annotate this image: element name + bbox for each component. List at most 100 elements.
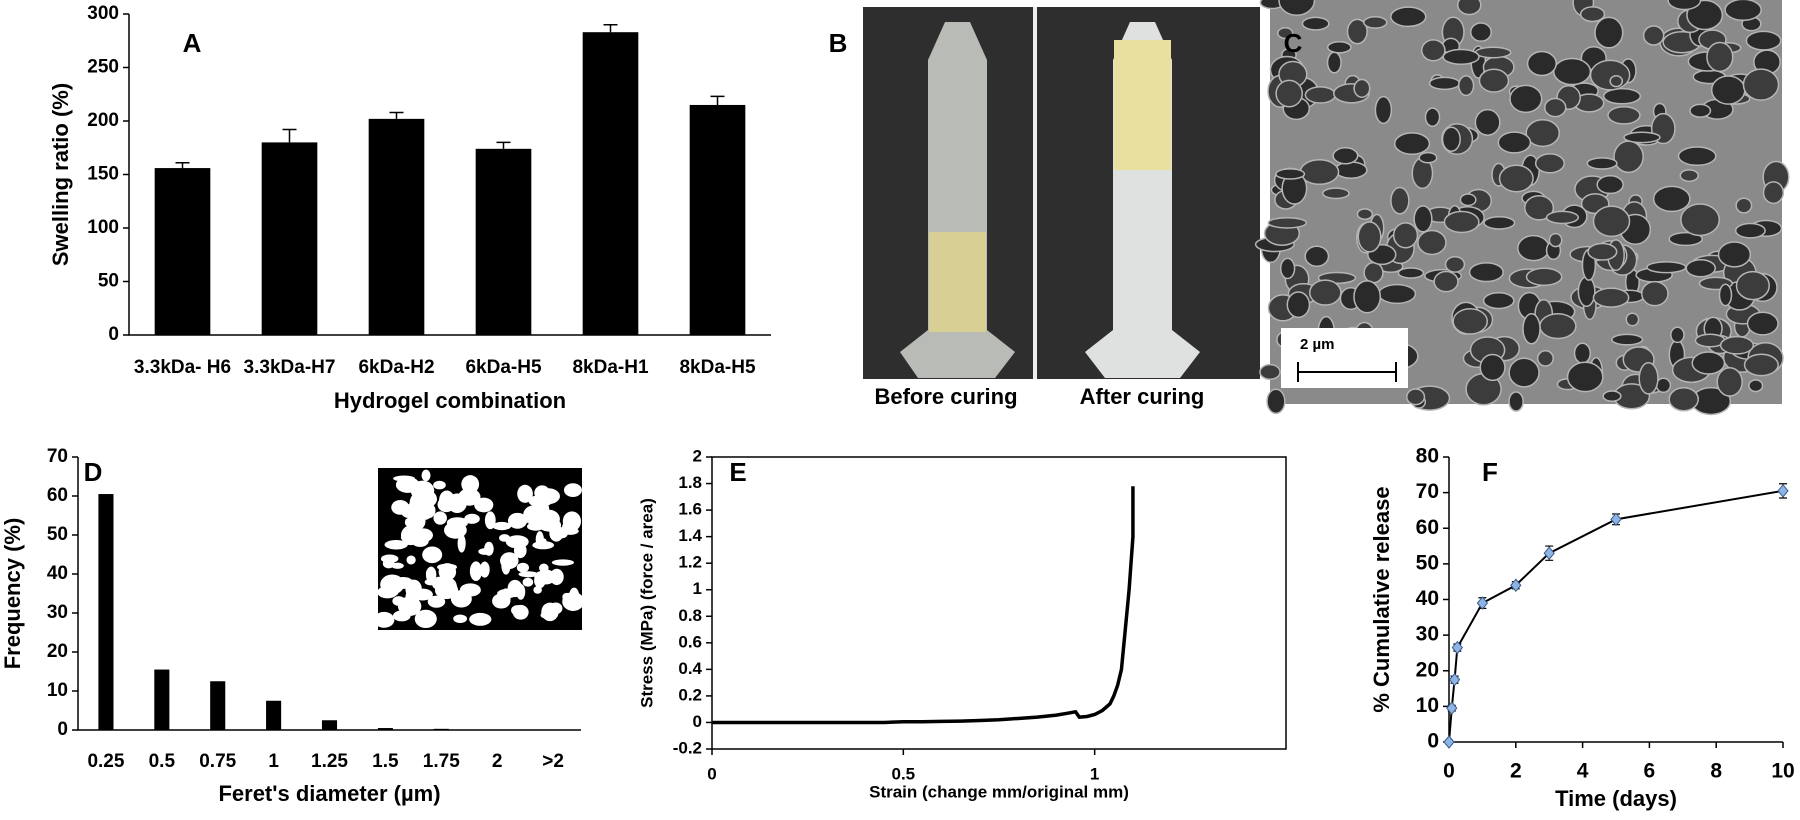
pore [1353, 280, 1382, 314]
particle [439, 490, 455, 510]
particle [373, 611, 395, 628]
pore [1474, 46, 1512, 59]
y-tick-label: 70 [47, 446, 68, 467]
pore [1508, 357, 1540, 388]
pore [1266, 388, 1286, 415]
y-tick-label: 200 [87, 110, 119, 131]
pore [1548, 232, 1563, 248]
pore [1686, 0, 1724, 31]
pore [1308, 279, 1342, 306]
pore [1363, 261, 1384, 284]
marker [1446, 701, 1458, 715]
error-bar [603, 23, 618, 33]
particle [407, 534, 422, 543]
y-tick-label: 0.8 [678, 606, 702, 625]
pore [1299, 158, 1340, 186]
pore [1670, 326, 1685, 344]
y-axis-title: Stress (MPa) (force / area) [637, 498, 656, 708]
y-tick-label: 1.2 [678, 553, 702, 572]
bar [261, 142, 318, 335]
pore [1534, 153, 1565, 174]
y-tick-label: 1.4 [678, 526, 702, 545]
pore [1406, 388, 1426, 406]
pore [1442, 48, 1480, 65]
pore [1517, 234, 1550, 262]
pore [1413, 205, 1433, 233]
pore [1304, 245, 1330, 268]
error-bar [282, 128, 297, 143]
pore [1716, 366, 1743, 397]
pore [1748, 379, 1764, 393]
particle [512, 604, 529, 620]
liquid-before [929, 232, 986, 332]
particle [391, 500, 410, 515]
particle [538, 509, 560, 529]
x-tick-label: 0.5 [149, 751, 176, 772]
x-tick-label: >2 [542, 751, 564, 772]
scale-bar-label: 2 µm [1300, 336, 1335, 353]
pore [1523, 194, 1555, 221]
pore [1638, 362, 1659, 395]
pore [1679, 169, 1699, 183]
y-axis-title: % Cumulative release [1369, 486, 1394, 712]
particle [474, 497, 494, 513]
particle [421, 469, 431, 482]
pore [1420, 39, 1446, 62]
pore [1646, 261, 1687, 274]
x-tick-label: 3.3kDa-H7 [244, 357, 336, 378]
bar [368, 118, 425, 335]
particle [391, 562, 404, 569]
particle [457, 534, 466, 553]
pore [1706, 41, 1734, 73]
plot-frame [711, 456, 1287, 750]
pore [1724, 0, 1762, 22]
pore [1509, 84, 1543, 114]
particle [425, 566, 437, 583]
pore [1346, 18, 1368, 45]
pore [1543, 97, 1567, 118]
particle [433, 511, 447, 525]
particle [539, 563, 549, 573]
x-tick-label: 3.3kDa- H6 [134, 357, 231, 378]
particle [551, 559, 574, 566]
pore [1457, 75, 1475, 97]
marker [1543, 546, 1555, 560]
pore [1443, 210, 1480, 234]
pore [1743, 353, 1779, 377]
x-tick-label: 0.25 [87, 751, 124, 772]
pore [1424, 107, 1441, 127]
pore [1397, 267, 1425, 279]
pore [1479, 353, 1506, 382]
pore [1746, 311, 1779, 336]
cured-after [1114, 40, 1171, 170]
pore [1734, 222, 1766, 239]
axis-lines [77, 457, 581, 731]
y-tick-label: -0.2 [673, 738, 702, 757]
pore [1719, 335, 1755, 355]
pore [1609, 74, 1624, 88]
particle [549, 568, 564, 586]
pore [1667, 0, 1702, 11]
x-axis-title: Hydrogel combination [334, 388, 566, 413]
x-tick-label: 2 [1510, 760, 1522, 783]
pore [1497, 131, 1532, 154]
pore [1539, 313, 1577, 340]
pore [1677, 146, 1717, 167]
particle [405, 588, 420, 607]
particle [500, 552, 519, 570]
y-tick-label: 60 [47, 485, 68, 506]
pore [1498, 164, 1534, 193]
particle [561, 527, 579, 535]
y-tick-label: 80 [1416, 445, 1439, 468]
particle [492, 521, 512, 531]
bar [98, 494, 114, 730]
y-tick-label: 0.4 [678, 659, 702, 678]
pore [1717, 241, 1752, 268]
y-tick-label: 0 [1427, 730, 1439, 753]
y-tick-label: 1.6 [678, 500, 702, 519]
pore [1469, 22, 1492, 42]
pore [1526, 50, 1557, 77]
particle [377, 586, 398, 599]
